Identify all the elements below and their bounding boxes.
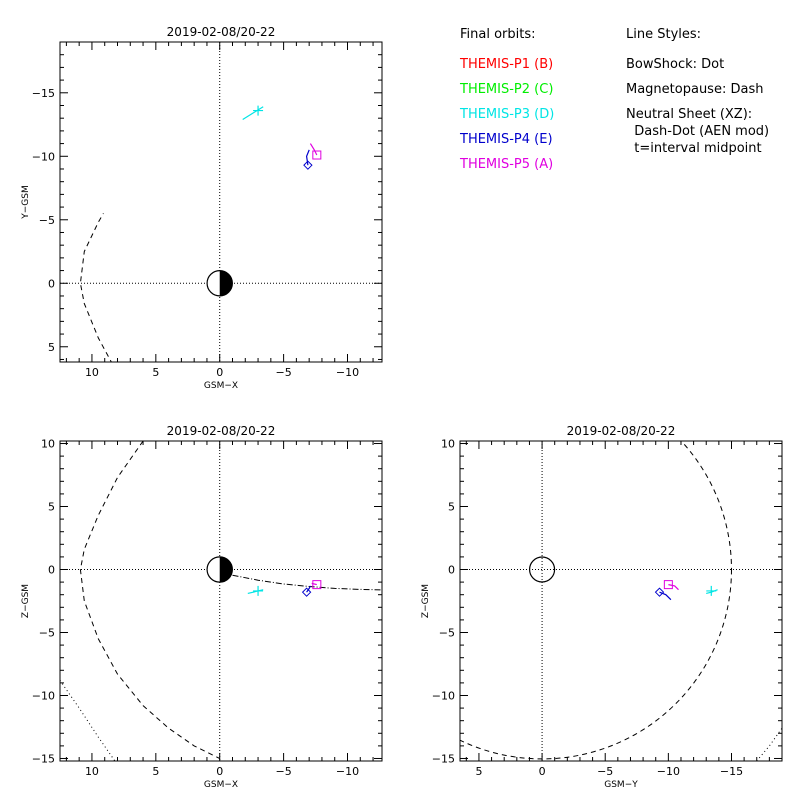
panel-title: 2019-02-08/20-22: [567, 424, 676, 438]
y-tick-label: −5: [39, 214, 55, 227]
line-styles-title: Line Styles:: [626, 27, 702, 42]
marker-plus-p3: [706, 585, 717, 596]
panel-title: 2019-02-08/20-22: [167, 424, 276, 438]
x-tick-label: −10: [336, 765, 359, 778]
plot-frame: [59, 41, 383, 363]
bowshock-line: [60, 680, 116, 761]
legend-panel: Final orbits: THEMIS-P1 (B) THEMIS-P2 (C…: [0, 0, 800, 200]
x-tick-label: 5: [152, 366, 159, 379]
x-tick-label: 5: [152, 765, 159, 778]
panel-title: 2019-02-08/20-22: [167, 25, 276, 39]
y-tick-label: 0: [48, 277, 55, 290]
marker-diamond-p4: [654, 587, 665, 597]
x-axis-label: GSM−Y: [604, 780, 638, 790]
y-tick-label: −5: [439, 626, 455, 639]
earth-circle: [528, 556, 556, 583]
probe-label-p3: THEMIS-P3 (D): [460, 107, 555, 122]
x-tick-label: 0: [216, 366, 223, 379]
orbit-track-p3: [242, 106, 264, 121]
probe-label-p1: THEMIS-P1 (B): [460, 57, 554, 72]
y-tick-label: −10: [432, 689, 455, 702]
y-tick-label: 0: [48, 564, 55, 577]
bowshock-line: [60, 393, 156, 525]
marker-square-p5: [312, 150, 322, 160]
style-magnetopause: Magnetopause: Dash: [626, 82, 764, 97]
x-tick-label: −5: [597, 765, 613, 778]
y-axis-label: Y−GSM: [21, 185, 31, 220]
y-tick-label: 0: [448, 564, 455, 577]
magnetopause-line: [79, 213, 112, 362]
marker-plus-p3: [253, 105, 264, 116]
x-axis-label: GSM−X: [204, 381, 238, 391]
probe-label-p2: THEMIS-P2 (C): [460, 82, 554, 97]
y-tick-label: −10: [32, 150, 55, 163]
marker-square-p5: [312, 580, 322, 590]
y-tick-label: −10: [32, 689, 55, 702]
magnetopause-line: [79, 441, 220, 759]
y-axis-label: Z−GSM: [21, 584, 31, 618]
probe-label-p4: THEMIS-P4 (E): [460, 132, 553, 147]
earth-nightside: [219, 270, 233, 296]
y-tick-label: 10: [441, 438, 455, 451]
x-tick-label: −5: [276, 765, 292, 778]
earth-nightside: [219, 556, 233, 583]
neutral-sheet-line: [232, 574, 382, 591]
orbit-track-p3: [247, 589, 264, 594]
orbit-track-p4: [659, 591, 672, 601]
plot-frame: [459, 440, 783, 762]
marker-diamond-p4: [301, 587, 312, 597]
plot-frame: [59, 440, 383, 762]
x-tick-label: −5: [276, 366, 292, 379]
panel-xy: 10 5 0 −5 −10 5 0 −5 −10 −15 2019-02-08/20-22 GSM−X…: [21, 25, 383, 525]
y-tick-label: −15: [32, 87, 55, 100]
y-tick-label: −5: [39, 626, 55, 639]
marker-square-p5: [663, 580, 673, 590]
orbit-track-p5: [309, 143, 318, 156]
x-tick-label: −15: [720, 765, 743, 778]
y-tick-label: 5: [48, 341, 55, 354]
x-tick-label: 10: [85, 366, 99, 379]
y-tick-label: 5: [448, 501, 455, 514]
x-tick-label: 10: [85, 765, 99, 778]
x-tick-label: 5: [475, 765, 482, 778]
final-orbits-title: Final orbits:: [460, 27, 536, 42]
marker-diamond-p4: [303, 160, 313, 170]
magnetopause-line: [460, 441, 732, 760]
y-tick-label: −15: [432, 752, 455, 765]
x-tick-label: 0: [539, 765, 546, 778]
style-interval: t=interval midpoint: [626, 141, 762, 156]
style-dash-dot: Dash-Dot (AEN mod): [626, 124, 770, 139]
x-tick-label: 0: [216, 765, 223, 778]
x-tick-label: −10: [657, 765, 680, 778]
orbit-track-p3: [706, 589, 718, 594]
orbit-track-p4: [306, 585, 311, 593]
panel-xz: 10 5 0 −5 −10 10 5 0 −5 −10 −15 2019-02-08/20-22 GSM…: [21, 424, 383, 790]
y-tick-label: 5: [48, 501, 55, 514]
orbit-track-p5: [668, 584, 679, 591]
y-tick-label: 10: [41, 438, 55, 451]
y-axis-label: Z−GSM: [421, 584, 431, 618]
style-bowshock: BowShock: Dot: [626, 57, 725, 72]
probe-label-p5: THEMIS-P5 (A): [460, 157, 554, 172]
y-tick-label: −15: [32, 752, 55, 765]
x-axis-label: GSM−X: [204, 780, 238, 790]
style-neutral-sheet: Neutral Sheet (XZ):: [626, 107, 753, 122]
x-tick-label: −10: [336, 366, 359, 379]
marker-plus-p3: [253, 585, 264, 596]
panel-yz: 5 0 −5 −10 −15 10 5 0 −5 −10 −15 2019-02-08/20-22 GS…: [421, 424, 783, 790]
